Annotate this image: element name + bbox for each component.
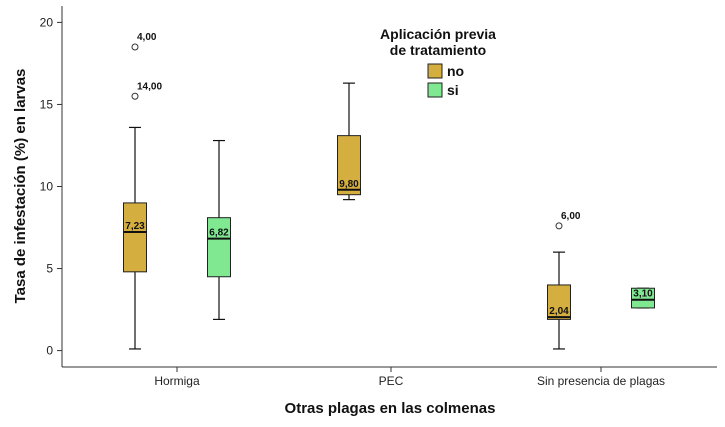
box-body (631, 287, 655, 309)
y-tick-label: 15 (40, 97, 54, 111)
box-body (547, 284, 571, 320)
median-label: 2,04 (549, 306, 569, 317)
y-tick-label: 10 (40, 180, 54, 194)
y-ticks: 0 5 10 15 20 (40, 15, 62, 358)
x-tick-label: Sin presencia de plagas (537, 374, 665, 388)
median-label: 6,82 (209, 228, 229, 239)
box-no: 2,04 6,00 (547, 211, 581, 350)
legend-title-line2: de tratamiento (390, 42, 486, 58)
median-label: 9,80 (339, 179, 359, 190)
y-tick-label: 0 (46, 344, 53, 358)
legend-swatch-no (427, 63, 443, 79)
median-label: 3,10 (633, 289, 653, 300)
outlier-label: 4,00 (137, 32, 157, 43)
outlier-point (131, 43, 139, 51)
plot-area: 0 5 10 15 20 Hormiga PEC Sin presencia de plag… (40, 6, 717, 388)
x-ticks: Hormiga PEC Sin presencia de plagas (154, 367, 665, 388)
legend: Aplicación previa de tratamiento no si (380, 26, 496, 98)
y-tick-label: 20 (40, 15, 54, 29)
x-tick-label: PEC (379, 374, 404, 388)
box-body (207, 217, 231, 278)
x-tick-label: Hormiga (154, 374, 200, 388)
legend-title-line1: Aplicación previa (380, 26, 496, 42)
box-no: 9,80 (337, 82, 361, 201)
outlier-label: 6,00 (561, 211, 581, 222)
outlier-point (131, 92, 139, 100)
box-si: 3,10 (631, 287, 655, 309)
box-si: 6,82 (207, 139, 231, 321)
box-body (337, 135, 361, 196)
median-label: 7,23 (125, 221, 145, 232)
boxes-layer: 7,23 4,00 14,00 6,82 9,80 2,04 6,00 3,10 (123, 32, 655, 350)
legend-label-no: no (447, 63, 464, 79)
legend-swatch-si (427, 82, 443, 98)
outlier-point (555, 222, 563, 230)
box-body (123, 202, 147, 273)
y-axis-title: Tasa de infestación (%) en larvas (12, 69, 29, 304)
y-tick-label: 5 (46, 262, 53, 276)
box-no: 7,23 4,00 14,00 (123, 32, 162, 350)
legend-label-si: si (447, 82, 459, 98)
outlier-label: 14,00 (137, 81, 162, 92)
x-axis-title: Otras plagas en las colmenas (285, 400, 496, 417)
